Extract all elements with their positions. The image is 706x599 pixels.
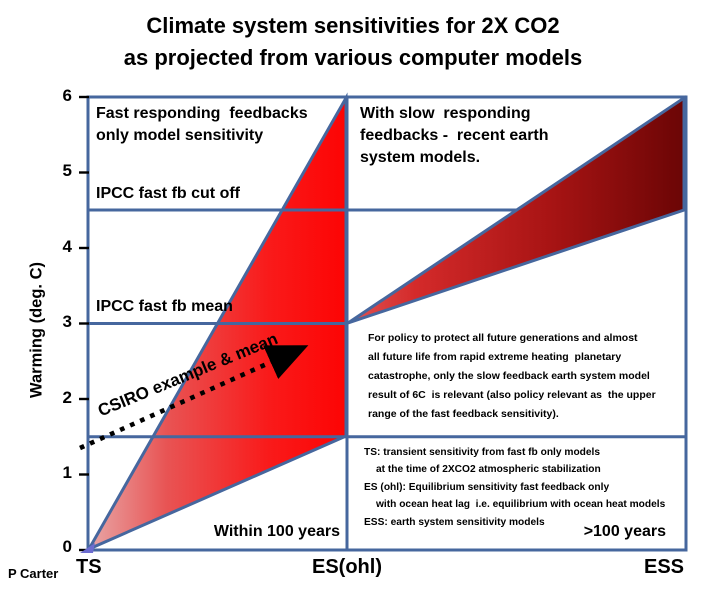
policy-note-line: range of the fast feedback sensitivity). xyxy=(368,408,559,420)
slow-feedback-wedge xyxy=(347,95,686,325)
legend-line-ess: ESS: earth system sensitivity models xyxy=(364,516,545,528)
credit-label: P Carter xyxy=(8,566,59,581)
policy-note: For policy to protect all future generat… xyxy=(368,329,656,424)
csiro-arrow xyxy=(79,345,309,451)
y-tick-label-6: 6 xyxy=(62,86,72,105)
within-100-years-label: Within 100 years xyxy=(213,523,340,540)
y-tick-label-5: 5 xyxy=(62,161,72,180)
over-100-years-label: >100 years xyxy=(583,523,666,540)
chart-title-line-1: Climate system sensitivities for 2X CO2 xyxy=(146,13,560,38)
y-tick-label-2: 2 xyxy=(62,388,72,407)
right-panel-header-line: system models. xyxy=(360,149,481,166)
policy-note-line: catastrophe, only the slow feedback eart… xyxy=(368,370,650,382)
y-tick-marks xyxy=(79,95,89,552)
right-panel-header: With slow responding feedbacks - recent … xyxy=(360,103,549,169)
left-panel-header: Fast responding feedbacks only model sen… xyxy=(96,103,308,147)
chart-title-line-2: as projected from various computer model… xyxy=(123,45,583,70)
x-axis-label-ess: ESS xyxy=(644,556,685,578)
policy-note-line: all future life from rapid extreme heati… xyxy=(368,351,622,363)
right-panel-header-line: feedbacks - recent earth xyxy=(360,127,549,144)
x-axis-label-esohl: ES(ohl) xyxy=(312,556,382,578)
y-tick-label-3: 3 xyxy=(62,312,72,331)
legend-line-ts-cont: at the time of 2XCO2 atmospheric stabili… xyxy=(376,464,601,476)
chart-title: Climate system sensitivities for 2X CO2 … xyxy=(0,10,706,74)
policy-note-line: For policy to protect all future generat… xyxy=(368,332,638,344)
right-panel-header-line: With slow responding xyxy=(360,105,531,122)
ipcc-mean-label: IPCC fast fb mean xyxy=(96,298,233,315)
x-axis-label-ts: TS xyxy=(76,556,102,578)
origin-marker xyxy=(80,543,95,553)
abbreviation-legend: TS: transient sensitivity from fast fb o… xyxy=(364,444,665,531)
y-tick-label-4: 4 xyxy=(62,237,72,256)
left-panel-header-line: only model sensitivity xyxy=(96,127,264,144)
y-tick-label-0: 0 xyxy=(62,537,72,556)
legend-line-es: ES (ohl): Equilibrium sensitivity fast f… xyxy=(364,481,610,493)
ipcc-cutoff-label: IPCC fast fb cut off xyxy=(96,185,240,202)
policy-note-line: result of 6C is relevant (also policy re… xyxy=(368,389,656,401)
legend-line-ts: TS: transient sensitivity from fast fb o… xyxy=(364,447,601,458)
legend-line-es-cont: with ocean heat lag i.e. equilibrium wit… xyxy=(376,499,666,511)
y-tick-label-1: 1 xyxy=(62,463,72,482)
left-panel-header-line: Fast responding feedbacks xyxy=(96,105,308,122)
